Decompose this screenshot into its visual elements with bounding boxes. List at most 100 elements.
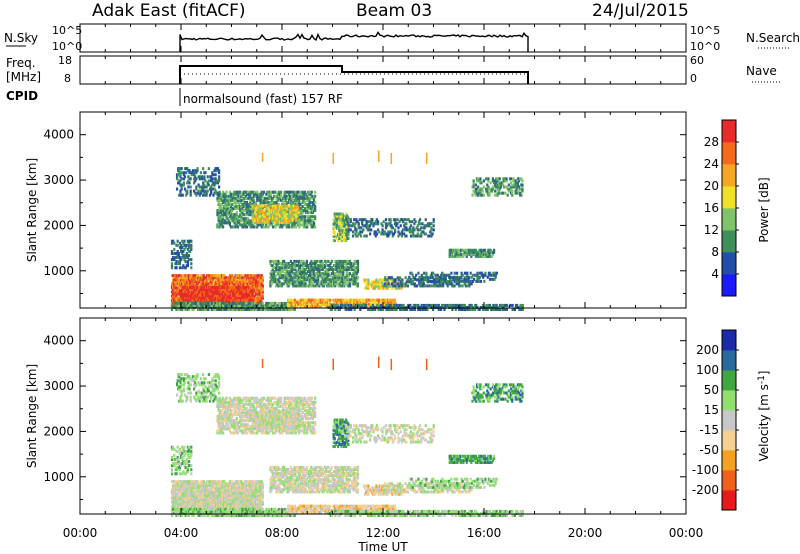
- power-echo-cell: [224, 278, 227, 282]
- power-echo-cell: [283, 194, 286, 198]
- power-echo-cell: [346, 236, 349, 240]
- power-echo-cell: [220, 303, 224, 307]
- power-echo-cell: [203, 296, 206, 300]
- power-echo-cell: [226, 211, 229, 215]
- power-echo-cell: [192, 171, 196, 175]
- power-echo-cell: [253, 294, 257, 298]
- power-echo-cell: [182, 183, 185, 187]
- power-echo-cell: [248, 288, 251, 292]
- power-echo-cell: [211, 300, 214, 304]
- power-echo-cell: [285, 202, 288, 206]
- power-echo-cell: [250, 196, 253, 200]
- power-echo-cell: [235, 298, 238, 302]
- power-echo-cell: [364, 298, 367, 302]
- power-echo-cell: [304, 263, 307, 267]
- power-echo-cell: [312, 274, 315, 278]
- power-echo-cell: [279, 198, 283, 202]
- power-echo-cell: [259, 198, 262, 202]
- power-echo-cell: [244, 190, 247, 194]
- power-echo-cell: [238, 288, 242, 292]
- power-echo-cell: [231, 280, 234, 284]
- power-echo-cell: [253, 204, 257, 208]
- power-echo-cell: [195, 185, 198, 189]
- power-echo-cell: [354, 280, 357, 284]
- power-echo-cell: [277, 272, 280, 276]
- power-echo-cell: [242, 190, 245, 194]
- power-echo-cell: [325, 270, 328, 274]
- power-echo-cell: [375, 298, 378, 302]
- power-echo-cell: [272, 202, 275, 206]
- power-echo-cell: [199, 298, 202, 302]
- power-echo-cell: [297, 276, 300, 280]
- power-echo-cell: [189, 189, 192, 193]
- power-echo-cell: [374, 298, 377, 302]
- power-echo-cell: [312, 304, 315, 308]
- power-echo-cell: [314, 272, 318, 276]
- power-echo-cell: [195, 292, 198, 296]
- power-echo-cell: [175, 301, 178, 305]
- power-echo-cell: [241, 298, 244, 302]
- power-echo-cell: [244, 213, 247, 217]
- power-echo-cell: [287, 280, 290, 284]
- power-echo-cell: [173, 298, 176, 302]
- power-echo-cell: [199, 171, 203, 175]
- power-echo-cell: [281, 204, 284, 208]
- power-echo-cell: [192, 300, 195, 304]
- power-echo-cell: [253, 194, 257, 198]
- power-echo-cell: [213, 285, 217, 289]
- power-echo-cell: [194, 296, 197, 300]
- power-echo-cell: [251, 202, 254, 206]
- power-echo-cell: [339, 300, 342, 304]
- power-echo-cell: [228, 300, 231, 304]
- power-echo-cell: [251, 204, 254, 208]
- power-echo-cell: [320, 282, 323, 286]
- power-echo-cell: [196, 167, 199, 171]
- power-echo-cell: [220, 276, 224, 280]
- power-echo-cell: [275, 308, 278, 311]
- power-echo-cell: [264, 216, 267, 220]
- power-echo-cell: [219, 298, 222, 302]
- power-echo-cell: [195, 280, 199, 284]
- power-echo-cell: [312, 200, 316, 204]
- power-echo-cell: [228, 192, 232, 196]
- power-echo-cell: [308, 198, 311, 202]
- power-echo-cell: [289, 210, 292, 214]
- power-echo-cell: [212, 284, 216, 288]
- power-echo-cell: [288, 208, 291, 212]
- power-echo-cell: [243, 196, 246, 200]
- power-echo-cell: [251, 278, 254, 282]
- power-echo-cell: [342, 300, 345, 304]
- power-echo-cell: [278, 223, 282, 227]
- power-echo-cell: [343, 214, 347, 218]
- power-echo-cell: [187, 294, 191, 298]
- power-echo-cell: [293, 302, 297, 306]
- power-echo-cell: [178, 262, 182, 266]
- power-echo-cell: [170, 286, 174, 290]
- power-echo-cell: [220, 202, 224, 206]
- power-echo-cell: [235, 221, 238, 225]
- power-echo-cell: [252, 298, 255, 302]
- power-echo-cell: [200, 298, 203, 302]
- power-echo-cell: [183, 285, 186, 289]
- power-echo-cell: [195, 187, 198, 191]
- power-echo-cell: [240, 285, 243, 289]
- power-echo-cell: [310, 209, 313, 213]
- power-echo-cell: [188, 288, 192, 292]
- power-echo-cell: [221, 300, 225, 304]
- power-echo-cell: [186, 303, 190, 307]
- power-echo-cell: [259, 208, 262, 212]
- power-echo-cell: [198, 301, 201, 305]
- power-echo-cell: [202, 278, 205, 282]
- power-echo-cell: [287, 217, 291, 221]
- power-echo-cell: [183, 243, 186, 247]
- power-echo-cell: [350, 268, 353, 272]
- power-echo-cell: [303, 190, 307, 194]
- power-echo-cell: [206, 284, 209, 288]
- power-echo-cell: [338, 276, 341, 280]
- power-echo-cell: [291, 221, 294, 225]
- power-echo-cell: [367, 298, 370, 302]
- power-echo-cell: [283, 212, 286, 216]
- power-echo-cell: [189, 239, 192, 243]
- power-echo-cell: [235, 213, 238, 217]
- power-echo-cell: [291, 200, 294, 204]
